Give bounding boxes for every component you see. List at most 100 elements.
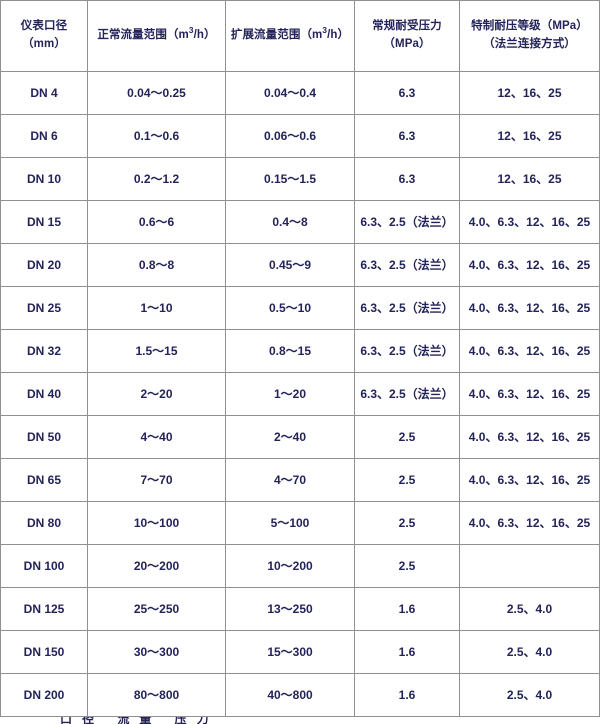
table-row: DN 6 0.1～0.6 0.06～0.6 6.3 12、16、25 bbox=[0, 114, 600, 158]
cell-normal_pressure: 2.5 bbox=[354, 544, 460, 588]
cell-special_pressure: 4.0、6.3、12、16、25 bbox=[459, 329, 600, 373]
cell-normal_flow: 0.1～0.6 bbox=[87, 114, 226, 158]
cell-special_pressure: 4.0、6.3、12、16、25 bbox=[459, 501, 600, 545]
cell-normal_flow: 10～100 bbox=[87, 501, 226, 545]
cell-normal_pressure: 6.3、2.5（法兰） bbox=[354, 329, 460, 373]
cell-normal_pressure: 1.6 bbox=[354, 673, 460, 717]
cell-normal_flow: 7～70 bbox=[87, 458, 226, 502]
cell-extended_flow: 5～100 bbox=[225, 501, 355, 545]
header-row: 仪表口径（mm） 正常流量范围（m3/h） 扩展流量范围（m3/h） 常规耐受压… bbox=[0, 0, 600, 72]
cell-normal_pressure: 6.3、2.5（法兰） bbox=[354, 243, 460, 287]
table-row: DN 100 20～200 10～200 2.5 bbox=[0, 544, 600, 588]
cell-extended_flow: 1～20 bbox=[225, 372, 355, 416]
column-header-normal-flow-suffix: /h） bbox=[193, 29, 216, 42]
cell-normal_flow: 0.6～6 bbox=[87, 200, 226, 244]
cell-special_pressure: 4.0、6.3、12、16、25 bbox=[459, 458, 600, 502]
cell-special_pressure: 2.5、4.0 bbox=[459, 587, 600, 631]
cell-special_pressure: 4.0、6.3、12、16、25 bbox=[459, 415, 600, 459]
cell-normal_flow: 4～40 bbox=[87, 415, 226, 459]
clipped-next-row-strip: 口径 流量 压力 bbox=[0, 717, 600, 724]
cell-diameter: DN 150 bbox=[0, 630, 88, 674]
cell-normal_pressure: 2.5 bbox=[354, 415, 460, 459]
cell-normal_flow: 80～800 bbox=[87, 673, 226, 717]
table-header: 仪表口径（mm） 正常流量范围（m3/h） 扩展流量范围（m3/h） 常规耐受压… bbox=[0, 0, 600, 72]
cell-special_pressure: 12、16、25 bbox=[459, 157, 600, 201]
cell-normal_pressure: 6.3、2.5（法兰） bbox=[354, 372, 460, 416]
cell-diameter: DN 80 bbox=[0, 501, 88, 545]
cell-extended_flow: 40～800 bbox=[225, 673, 355, 717]
cell-normal_pressure: 6.3、2.5（法兰） bbox=[354, 286, 460, 330]
table-row: DN 10 0.2～1.2 0.15～1.5 6.3 12、16、25 bbox=[0, 157, 600, 201]
table-row: DN 15 0.6～6 0.4～8 6.3、2.5（法兰） 4.0、6.3、12、16、… bbox=[0, 200, 600, 244]
cell-diameter: DN 65 bbox=[0, 458, 88, 502]
cell-diameter: DN 32 bbox=[0, 329, 88, 373]
cell-extended_flow: 4～70 bbox=[225, 458, 355, 502]
column-header-extended-flow-prefix: 扩展流量范围（m bbox=[230, 29, 323, 42]
cell-normal_pressure: 1.6 bbox=[354, 630, 460, 674]
cell-extended_flow: 0.04～0.4 bbox=[225, 71, 355, 115]
cell-normal_flow: 0.8～8 bbox=[87, 243, 226, 287]
cell-normal_pressure: 1.6 bbox=[354, 587, 460, 631]
column-header-special-pressure: 特制耐压等级（MPa）（法兰连接方式） bbox=[459, 0, 600, 72]
cell-extended_flow: 0.45～9 bbox=[225, 243, 355, 287]
cell-extended_flow: 0.06～0.6 bbox=[225, 114, 355, 158]
column-header-diameter: 仪表口径（mm） bbox=[0, 0, 88, 72]
cell-special_pressure bbox=[459, 544, 600, 588]
cell-normal_flow: 1～10 bbox=[87, 286, 226, 330]
column-header-normal-flow: 正常流量范围（m3/h） bbox=[87, 0, 226, 72]
cell-special_pressure: 12、16、25 bbox=[459, 71, 600, 115]
cell-normal_pressure: 6.3 bbox=[354, 114, 460, 158]
table-row: DN 50 4～40 2～40 2.5 4.0、6.3、12、16、25 bbox=[0, 415, 600, 459]
column-header-normal-flow-superscript: 3 bbox=[188, 26, 194, 36]
cell-normal_flow: 30～300 bbox=[87, 630, 226, 674]
column-header-normal-flow-prefix: 正常流量范围（m bbox=[97, 29, 189, 42]
cell-normal_pressure: 6.3 bbox=[354, 71, 460, 115]
cell-extended_flow: 0.5～10 bbox=[225, 286, 355, 330]
column-header-extended-flow: 扩展流量范围（m3/h） bbox=[225, 0, 355, 72]
cell-normal_flow: 20～200 bbox=[87, 544, 226, 588]
cell-diameter: DN 4 bbox=[0, 71, 88, 115]
cell-extended_flow: 0.15～1.5 bbox=[225, 157, 355, 201]
column-header-extended-flow-suffix: /h） bbox=[327, 29, 350, 42]
cell-normal_flow: 2～20 bbox=[87, 372, 226, 416]
table-row: DN 20 0.8～8 0.45～9 6.3、2.5（法兰） 4.0、6.3、12、16… bbox=[0, 243, 600, 287]
cell-extended_flow: 15～300 bbox=[225, 630, 355, 674]
cell-extended_flow: 0.4～8 bbox=[225, 200, 355, 244]
cell-normal_pressure: 2.5 bbox=[354, 501, 460, 545]
table-row: DN 200 80～800 40～800 1.6 2.5、4.0 bbox=[0, 673, 600, 717]
cell-normal_flow: 0.04～0.25 bbox=[87, 71, 226, 115]
column-header-normal-pressure: 常规耐受压力（MPa） bbox=[354, 0, 460, 72]
cell-normal_flow: 25～250 bbox=[87, 587, 226, 631]
cell-special_pressure: 4.0、6.3、12、16、25 bbox=[459, 243, 600, 287]
table-row: DN 80 10～100 5～100 2.5 4.0、6.3、12、16、25 bbox=[0, 501, 600, 545]
cell-diameter: DN 125 bbox=[0, 587, 88, 631]
clipped-text: 口径 流量 压力 bbox=[60, 717, 219, 724]
cell-diameter: DN 10 bbox=[0, 157, 88, 201]
cell-diameter: DN 20 bbox=[0, 243, 88, 287]
cell-extended_flow: 10～200 bbox=[225, 544, 355, 588]
table-row: DN 125 25～250 13～250 1.6 2.5、4.0 bbox=[0, 587, 600, 631]
cell-normal_pressure: 2.5 bbox=[354, 458, 460, 502]
table-row: DN 65 7～70 4～70 2.5 4.0、6.3、12、16、25 bbox=[0, 458, 600, 502]
cell-normal_pressure: 6.3 bbox=[354, 157, 460, 201]
cell-extended_flow: 2～40 bbox=[225, 415, 355, 459]
cell-special_pressure: 4.0、6.3、12、16、25 bbox=[459, 286, 600, 330]
column-header-extended-flow-superscript: 3 bbox=[322, 26, 328, 36]
cell-diameter: DN 6 bbox=[0, 114, 88, 158]
cell-special_pressure: 2.5、4.0 bbox=[459, 673, 600, 717]
cell-special_pressure: 12、16、25 bbox=[459, 114, 600, 158]
cell-normal_flow: 0.2～1.2 bbox=[87, 157, 226, 201]
cell-normal_flow: 1.5～15 bbox=[87, 329, 226, 373]
cell-diameter: DN 50 bbox=[0, 415, 88, 459]
cell-special_pressure: 2.5、4.0 bbox=[459, 630, 600, 674]
table-row: DN 4 0.04～0.25 0.04～0.4 6.3 12、16、25 bbox=[0, 71, 600, 115]
cell-diameter: DN 25 bbox=[0, 286, 88, 330]
cell-extended_flow: 13～250 bbox=[225, 587, 355, 631]
table-row: DN 32 1.5～15 0.8～15 6.3、2.5（法兰） 4.0、6.3、12、1… bbox=[0, 329, 600, 373]
cell-extended_flow: 0.8～15 bbox=[225, 329, 355, 373]
table-body: DN 4 0.04～0.25 0.04～0.4 6.3 12、16、25 DN 6 0.1～… bbox=[0, 71, 600, 717]
cell-diameter: DN 40 bbox=[0, 372, 88, 416]
cell-diameter: DN 100 bbox=[0, 544, 88, 588]
table-row: DN 40 2～20 1～20 6.3、2.5（法兰） 4.0、6.3、12、16、25 bbox=[0, 372, 600, 416]
